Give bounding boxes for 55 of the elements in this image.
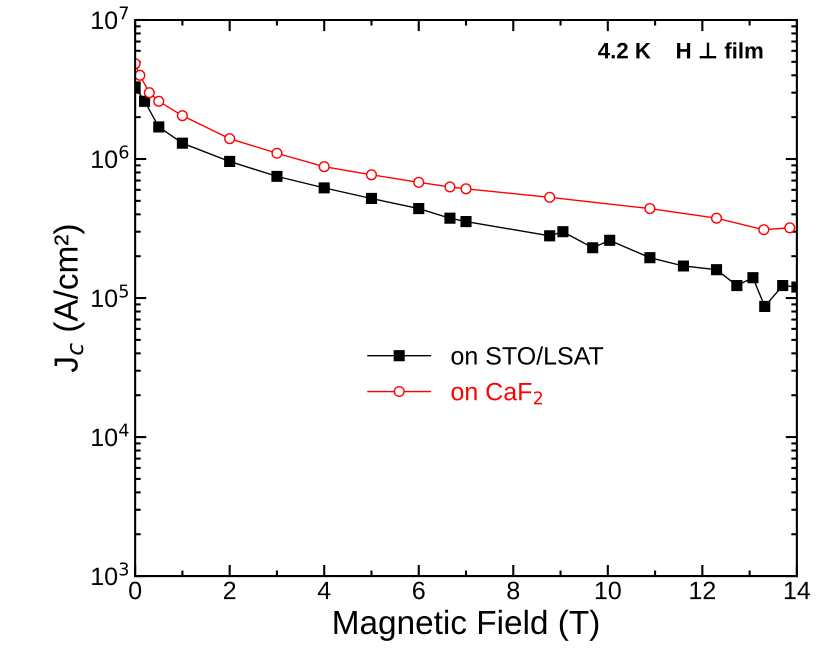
point: [444, 212, 456, 224]
point: [544, 192, 556, 203]
x-tick-label: 6: [413, 582, 425, 600]
point: [176, 110, 188, 122]
point: [460, 183, 472, 194]
point: [153, 96, 164, 107]
y-tick-label: 10$^{4}$: [92, 424, 128, 446]
x-tick-label: 14: [784, 582, 810, 600]
x-tick-label: 2: [224, 582, 236, 600]
point: [135, 70, 146, 81]
point: [644, 203, 656, 214]
x-tick-label: 0: [129, 582, 142, 600]
point: [557, 226, 568, 238]
point: [758, 224, 770, 236]
point: [271, 170, 282, 182]
point: [224, 156, 236, 168]
y-tick-label: 10$^{7}$: [92, 6, 128, 30]
point: [366, 169, 378, 180]
y-tick-label: 10$^{6}$: [92, 145, 128, 168]
point: [176, 138, 188, 149]
point: [731, 280, 742, 292]
point: [271, 148, 282, 159]
x-axis-title: Magnetic Field (T): [334, 610, 598, 641]
legend-label: on STO/LSAT: [452, 346, 604, 365]
point: [710, 212, 722, 224]
point: [747, 272, 758, 284]
point: [153, 121, 164, 133]
point: [644, 252, 656, 264]
y-tick-label: 10$^{5}$: [92, 284, 128, 308]
y-tick-label: 10$^{3}$: [92, 562, 128, 586]
point: [784, 222, 796, 234]
point: [678, 260, 689, 272]
point: [777, 280, 788, 292]
point: [710, 264, 722, 276]
point: [144, 87, 155, 98]
point: [139, 96, 150, 107]
point: [759, 300, 770, 312]
x-tick-label: 8: [507, 582, 520, 600]
point: [366, 192, 378, 204]
x-tick-label: 10: [596, 582, 621, 600]
point: [413, 203, 424, 214]
point: [318, 161, 330, 172]
point: [544, 230, 556, 242]
legend-label: on CaF$_{2}$: [452, 382, 542, 404]
annotation: 4.2 K H ⊥ film: [598, 42, 762, 58]
point: [444, 181, 456, 192]
point: [413, 176, 424, 188]
point: [460, 216, 472, 228]
x-tick-label: 12: [690, 582, 715, 600]
y-axis-title: J$_{c}$ (A/cm²): [53, 226, 84, 372]
x-tick-label: 4: [318, 582, 330, 600]
point: [318, 182, 330, 194]
point: [587, 242, 598, 254]
point: [224, 133, 236, 144]
point: [604, 234, 616, 246]
